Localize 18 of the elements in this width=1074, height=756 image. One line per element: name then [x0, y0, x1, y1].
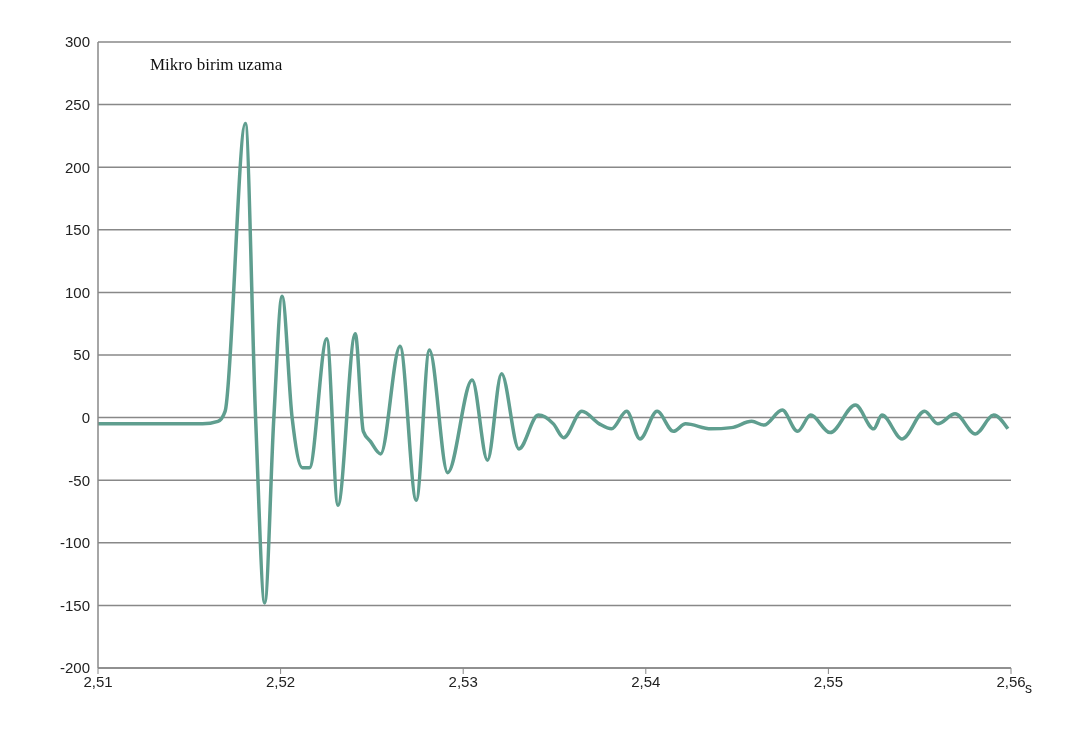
x-axis-title: s — [1025, 679, 1032, 696]
x-tick-label: 2,53 — [448, 672, 478, 690]
y-tick-label: 0 — [81, 408, 90, 426]
y-axis-title: Mikro birim uzama — [150, 55, 283, 75]
x-tick-label: 2,54 — [631, 672, 661, 690]
y-tick-label: 300 — [64, 33, 90, 51]
x-tick-label: 2,56 — [996, 672, 1026, 690]
x-tick-label: 2,55 — [813, 672, 843, 690]
y-tick-label: -100 — [59, 534, 90, 552]
line-series — [98, 121, 1010, 605]
y-tick-label: 50 — [73, 346, 90, 364]
y-tick-label: 150 — [64, 221, 90, 239]
y-tick-label: 200 — [64, 158, 90, 176]
y-tick-label: 250 — [64, 95, 90, 113]
y-tick-label: 100 — [64, 283, 90, 301]
y-tick-label: -150 — [59, 596, 90, 614]
x-tick-label: 2,52 — [266, 672, 296, 690]
y-tick-label: -50 — [68, 471, 90, 489]
